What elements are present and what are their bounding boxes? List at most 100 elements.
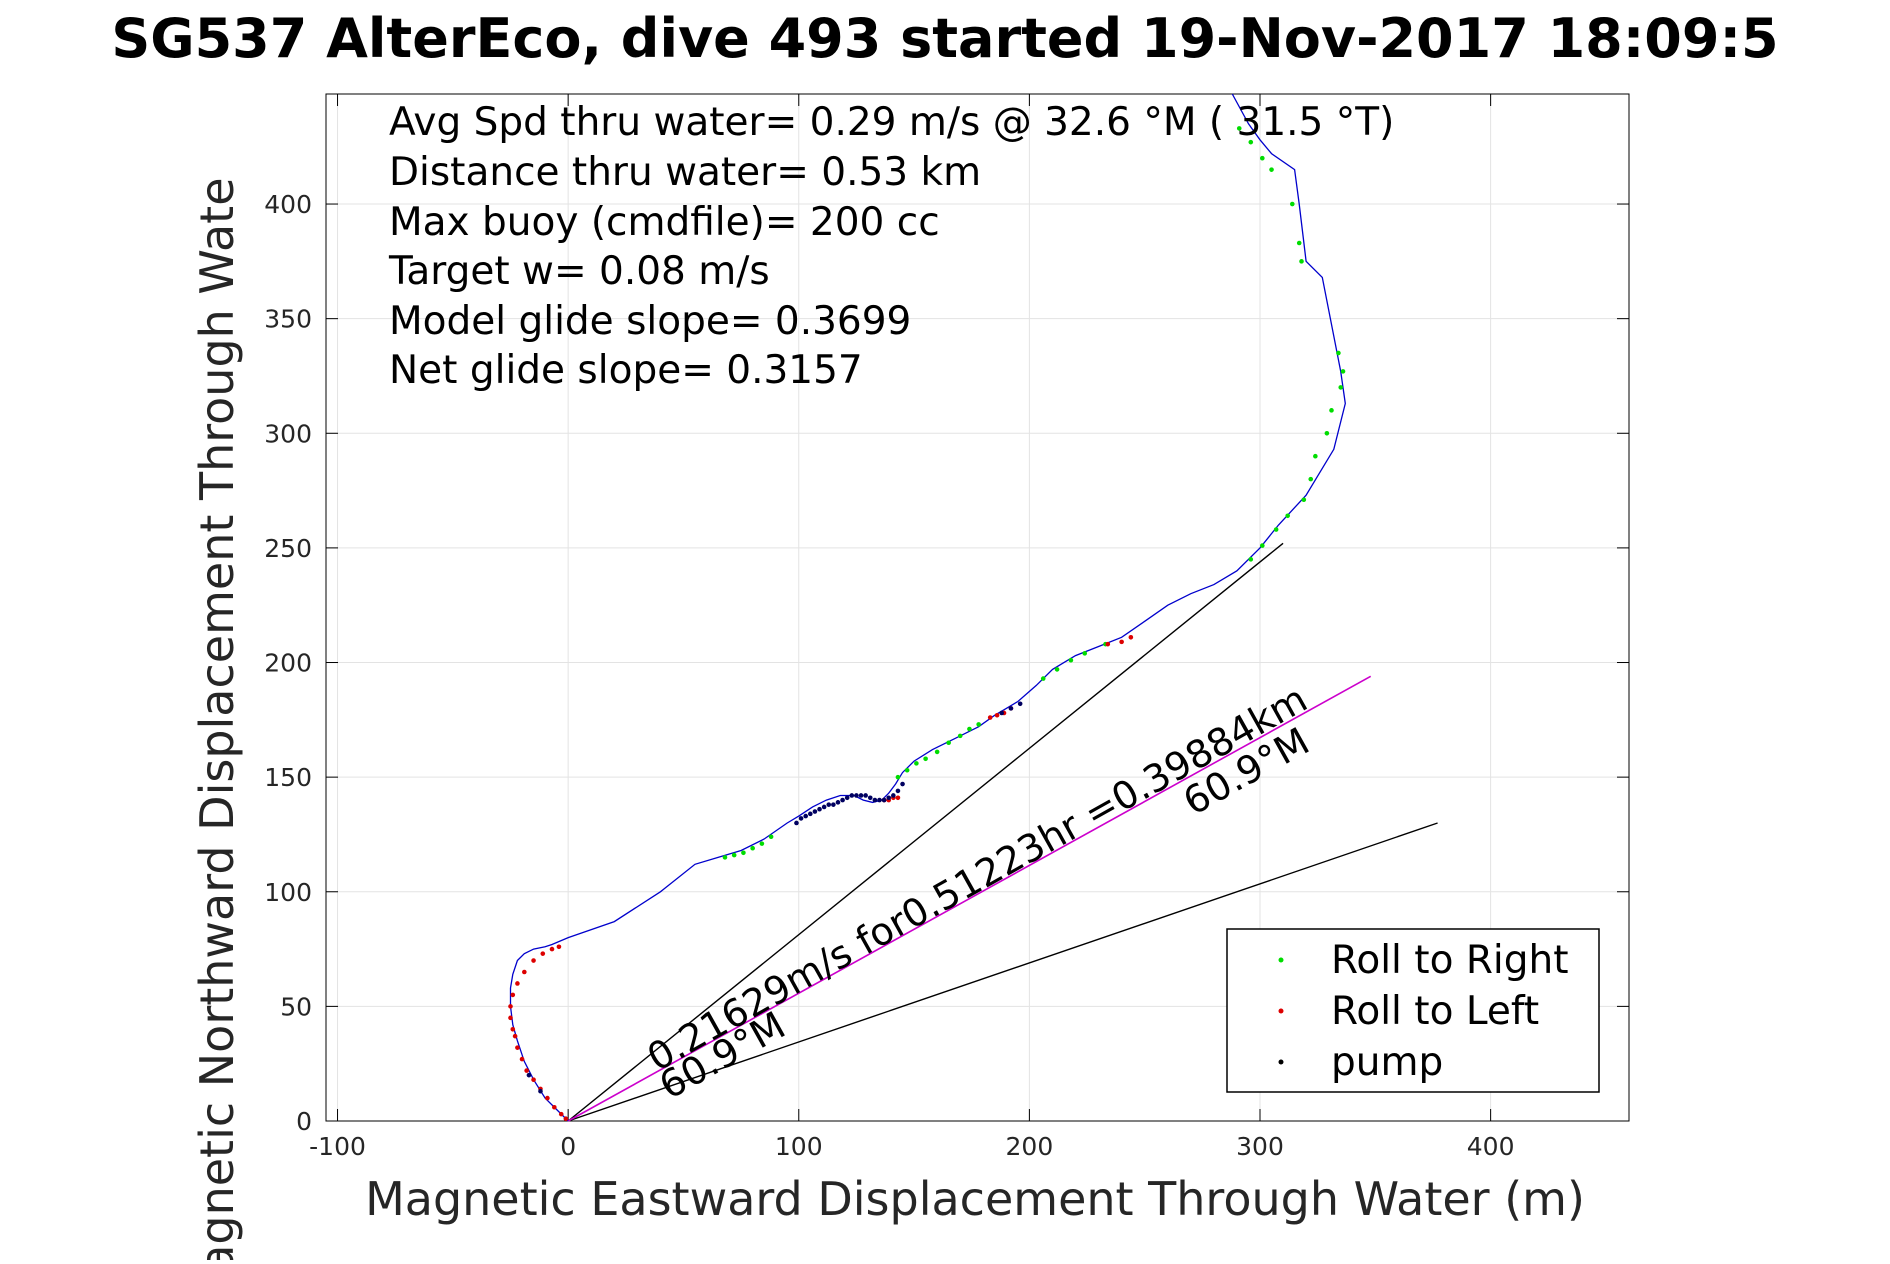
roll-right-marker [1308, 476, 1314, 482]
roll-right-marker [1248, 557, 1254, 562]
legend-box [1226, 928, 1600, 1093]
roll-left-marker [1119, 639, 1124, 645]
pump-marker [881, 797, 887, 803]
roll-left-marker [1105, 641, 1111, 647]
roll-right-marker [1068, 657, 1074, 663]
roll-left-marker [522, 969, 527, 975]
pump-marker [1008, 706, 1014, 711]
pump-marker [817, 806, 822, 812]
annotation-target-w: Target w= 0.08 m/s [388, 249, 770, 294]
y-tick-label: 50 [280, 992, 312, 1021]
legend: Roll to Right Roll to Left pump [1226, 928, 1600, 1093]
grid [326, 94, 1629, 1122]
roll-right-marker [1273, 527, 1279, 532]
roll-right-marker [976, 722, 981, 727]
roll-right-marker [741, 850, 746, 856]
roll-right-marker [1285, 513, 1290, 519]
pump-marker [840, 797, 845, 803]
annotation-net-glide: Net glide slope= 0.3157 [389, 348, 863, 393]
roll-right-marker [1040, 676, 1046, 681]
pump-marker [794, 820, 799, 826]
roll-right-marker [1236, 126, 1242, 131]
annotation-max-buoy: Max buoy (cmdfile)= 200 cc [389, 200, 940, 245]
pump-marker [863, 793, 868, 798]
current-line [567, 675, 1372, 1122]
reference-lines [567, 542, 1438, 1122]
roll-right-marker [731, 852, 737, 858]
pump-marker [900, 781, 905, 787]
roll-right-marker [1054, 667, 1060, 672]
roll-left-marker [552, 1104, 557, 1110]
legend-swatch-roll-right [1278, 957, 1284, 963]
pump-marker [803, 813, 808, 819]
annotation-model-glide: Model glide slope= 0.3699 [389, 299, 911, 344]
y-axis-label: Magnetic Northward Displacement Through … [190, 178, 244, 1261]
axis-ticks: -100 0 100 200 300 40005010015020025030035040… [264, 94, 1629, 1161]
roll-right-marker [722, 855, 728, 860]
pump-marker [798, 816, 804, 821]
chart-title: SG537 AlterEco, dive 493 started 19-Nov-… [111, 7, 1778, 70]
roll-left-marker [510, 1027, 516, 1032]
pump-marker [844, 795, 850, 801]
legend-label-roll-left: Roll to Left [1331, 989, 1539, 1034]
roll-left-marker [508, 1015, 513, 1021]
pump-marker [1017, 701, 1023, 707]
annotation-avg-speed: Avg Spd thru water= 0.29 m/s @ 32.6 °M (… [389, 100, 1394, 145]
pump-marker [858, 793, 864, 798]
roll-left-marker [531, 958, 536, 963]
x-tick-label: 300 [1236, 1132, 1284, 1161]
roll-right-marker [1299, 259, 1304, 264]
y-tick-label: 200 [264, 649, 312, 678]
x-tick-label: 400 [1467, 1132, 1515, 1161]
roll-left-marker [512, 1033, 518, 1039]
roll-right-marker [934, 749, 940, 755]
glider-track-line [509, 93, 1346, 1122]
x-axis-label: Magnetic Eastward Displacement Through W… [365, 1172, 1585, 1226]
roll-right-marker [759, 841, 765, 846]
roll-left-marker [994, 712, 1000, 718]
roll-left-marker [895, 795, 901, 801]
x-tick-label: 200 [1006, 1132, 1054, 1161]
x-tick-label: 0 [560, 1132, 576, 1161]
pump-marker [867, 795, 873, 801]
roll-left-marker [545, 1095, 550, 1101]
pump-marker [835, 800, 841, 805]
annotation-block: Avg Spd thru water= 0.29 m/s @ 32.6 °M (… [388, 100, 1394, 393]
roll-left-marker [540, 951, 546, 956]
pump-marker [526, 1072, 532, 1078]
roll-left-marker [531, 1077, 536, 1083]
pump-marker [849, 793, 855, 798]
legend-label-pump: pump [1331, 1040, 1443, 1085]
roll-right-marker [1324, 430, 1330, 436]
roll-right-marker [768, 834, 774, 840]
track-layer [509, 93, 1346, 1122]
roll-right-marker [1313, 453, 1318, 459]
pump-marker [821, 804, 827, 810]
pump-marker [886, 795, 892, 801]
y-tick-label: 350 [264, 305, 312, 334]
x-tick-label: 100 [775, 1132, 823, 1161]
roll-right-marker [1269, 167, 1274, 172]
roll-left-marker [515, 1045, 520, 1050]
roll-right-marker [923, 756, 928, 762]
pump-marker [854, 793, 859, 798]
roll-right-marker [904, 767, 910, 773]
roll-right-marker [957, 733, 963, 739]
pump-marker [808, 811, 813, 817]
roll-right-marker [1340, 369, 1346, 374]
roll-right-marker [914, 761, 919, 766]
legend-swatch-roll-left [1278, 1008, 1284, 1014]
roll-left-marker [508, 1004, 513, 1009]
y-tick-label: 250 [264, 534, 312, 563]
roll-left-marker [549, 946, 555, 952]
roll-right-marker [967, 726, 972, 732]
roll-right-marker [1248, 139, 1254, 145]
y-tick-label: 100 [264, 878, 312, 907]
pump-marker [891, 793, 896, 798]
marker-layer [508, 126, 1346, 1122]
x-tick-label: -100 [309, 1132, 366, 1161]
y-tick-label: 300 [264, 419, 312, 448]
legend-swatch-pump [1278, 1059, 1284, 1065]
roll-left-marker [556, 944, 562, 950]
